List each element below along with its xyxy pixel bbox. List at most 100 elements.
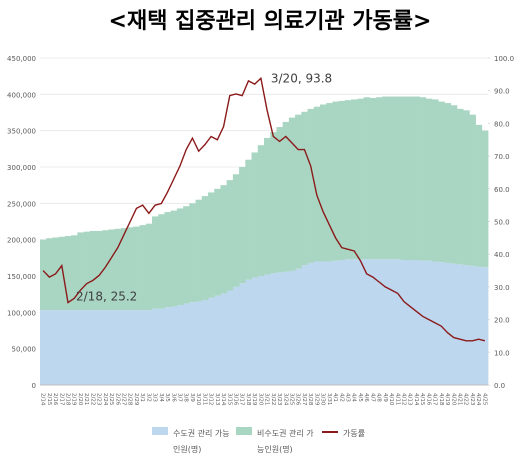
area-step — [357, 259, 364, 385]
y-tick-label: 350,000 — [7, 128, 36, 136]
area-step — [201, 196, 209, 300]
area-step — [108, 310, 116, 385]
area-step — [332, 101, 340, 261]
area-step — [276, 272, 284, 385]
x-tick-label: 2/22 — [89, 393, 95, 405]
legend-item: 수도권 관리 가능인원(명) — [152, 426, 231, 458]
x-tick-label: 3/25 — [289, 393, 295, 406]
area-step — [152, 308, 159, 385]
area-step — [214, 188, 221, 296]
x-tick-label: 3/7 — [177, 393, 183, 402]
area-step — [332, 260, 340, 385]
area-step — [120, 310, 128, 385]
x-tick-label: 4/16 — [425, 393, 431, 406]
x-tick-label: 3/15 — [226, 393, 232, 406]
area-step — [288, 270, 296, 385]
x-tick-label: 4/6 — [363, 393, 369, 402]
area-step — [481, 130, 489, 268]
y2-tick-label: 10.0 — [494, 349, 510, 357]
y2-tick-label: 50.0 — [494, 219, 510, 227]
area-step — [282, 121, 290, 272]
area-step — [40, 239, 47, 311]
area-step — [307, 108, 315, 263]
x-tick-label: 3/23 — [276, 393, 282, 406]
area-step — [139, 225, 147, 311]
area-step — [245, 159, 252, 280]
y2-tick-label: 20.0 — [494, 317, 510, 325]
area-step — [176, 305, 184, 385]
area-step — [351, 99, 358, 260]
x-tick-label: 3/24 — [282, 393, 288, 406]
x-tick-label: 4/14 — [413, 393, 419, 406]
area-step — [313, 106, 321, 262]
area-step — [463, 265, 470, 385]
x-tick-label: 3/4 — [158, 393, 164, 402]
x-tick-label: 3/14 — [220, 393, 226, 406]
area-step — [89, 310, 97, 385]
x-tick-label: 3/22 — [270, 393, 276, 405]
area-step — [232, 174, 240, 287]
x-tick-label: 3/1 — [139, 393, 145, 402]
area-step — [164, 307, 172, 385]
x-tick-label: 2/26 — [114, 393, 120, 406]
area-step — [450, 105, 458, 264]
legend-label: 수도권 관리 가능인원(명) — [173, 429, 230, 454]
area-step — [77, 310, 84, 385]
area-step — [83, 310, 91, 385]
y-tick-label: 0 — [32, 382, 36, 390]
area-step — [444, 103, 452, 263]
x-tick-label: 3/12 — [208, 393, 214, 405]
area-step — [388, 96, 396, 260]
x-tick-label: 2/29 — [133, 393, 139, 406]
area-step — [438, 262, 445, 385]
area-step — [376, 97, 383, 260]
area-step — [444, 262, 452, 385]
x-tick-label: 4/23 — [469, 393, 475, 406]
area-step — [344, 259, 352, 385]
area-step — [257, 145, 265, 276]
x-tick-label: 4/17 — [432, 393, 438, 406]
area-step — [363, 259, 371, 385]
area-step — [351, 259, 358, 385]
x-tick-label: 3/31 — [326, 393, 332, 405]
x-tick-label: 2/28 — [127, 393, 133, 406]
area-step — [425, 260, 433, 385]
area-step — [251, 152, 259, 278]
area-step — [270, 273, 277, 385]
x-tick-label: 4/2 — [338, 393, 344, 402]
area-step — [189, 302, 196, 385]
x-tick-label: 4/22 — [463, 393, 469, 405]
y2-tick-label: 0.0 — [494, 382, 505, 390]
area-step — [64, 310, 72, 385]
x-tick-label: 3/11 — [201, 393, 207, 405]
x-tick-label: 2/21 — [83, 393, 89, 405]
area-step — [77, 232, 84, 311]
area-step — [83, 231, 91, 311]
annotation: 2/18, 25.2 — [76, 290, 137, 304]
x-tick-label: 3/6 — [170, 393, 176, 402]
area-step — [432, 99, 439, 262]
y-tick-label: 450,000 — [7, 55, 36, 63]
x-tick-label: 4/25 — [481, 393, 487, 406]
area-step — [456, 264, 464, 385]
area-step — [369, 97, 377, 260]
y-tick-label: 400,000 — [7, 91, 36, 99]
area-step — [183, 206, 190, 304]
area-step — [326, 103, 333, 262]
area-step — [264, 137, 271, 275]
area-step — [407, 96, 414, 261]
area-step — [71, 235, 78, 311]
area-step — [320, 261, 327, 385]
x-tick-label: 3/19 — [251, 393, 257, 406]
area-step — [257, 276, 265, 385]
area-step — [145, 223, 153, 311]
area-step — [400, 96, 408, 261]
area-step — [475, 266, 483, 385]
x-tick-label: 4/8 — [376, 393, 382, 402]
x-tick-label: 4/15 — [419, 393, 425, 406]
area-step — [226, 290, 234, 385]
area-step — [102, 310, 109, 385]
area-step — [208, 192, 215, 298]
